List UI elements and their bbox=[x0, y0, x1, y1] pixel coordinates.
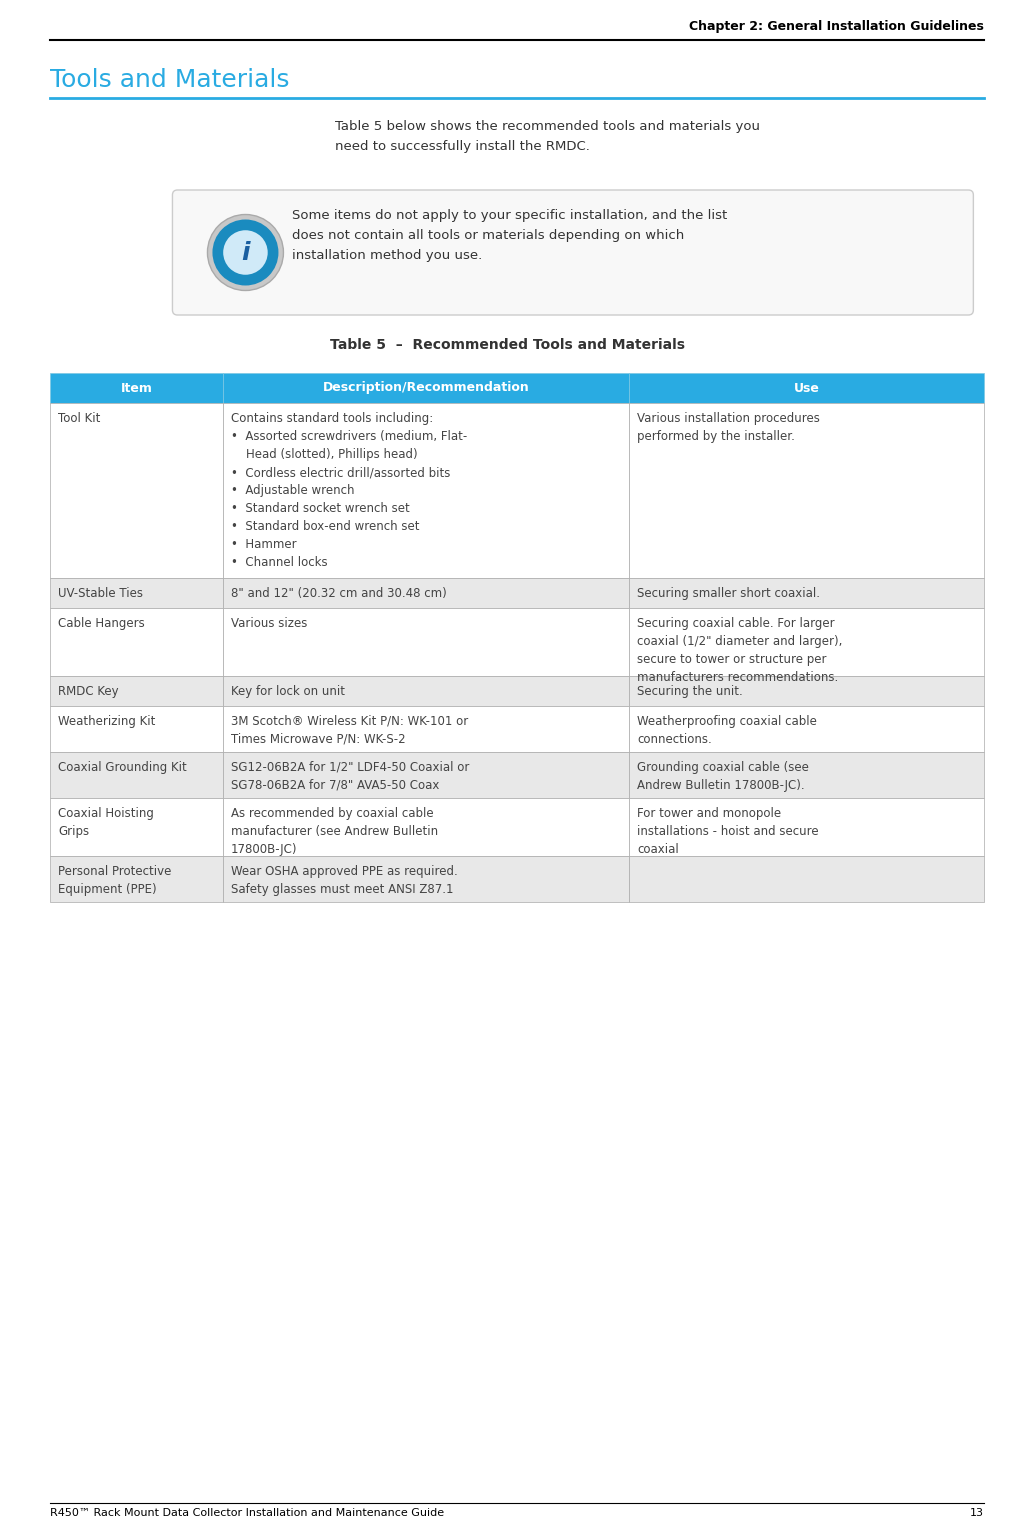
Bar bbox=[629, 374, 984, 403]
Bar bbox=[629, 579, 984, 608]
Bar bbox=[223, 403, 629, 579]
FancyBboxPatch shape bbox=[172, 190, 973, 315]
Circle shape bbox=[208, 214, 284, 291]
Text: Securing coaxial cable. For larger
coaxial (1/2" diameter and larger),
secure to: Securing coaxial cable. For larger coaxi… bbox=[637, 617, 843, 684]
Text: Tools and Materials: Tools and Materials bbox=[50, 67, 290, 92]
Text: Weatherproofing coaxial cable
connections.: Weatherproofing coaxial cable connection… bbox=[637, 715, 817, 746]
Bar bbox=[50, 579, 223, 608]
Text: Securing the unit.: Securing the unit. bbox=[637, 684, 743, 698]
Bar bbox=[223, 677, 629, 706]
Text: i: i bbox=[241, 242, 249, 265]
Bar bbox=[629, 798, 984, 856]
Text: Description/Recommendation: Description/Recommendation bbox=[322, 381, 529, 395]
Text: Coaxial Grounding Kit: Coaxial Grounding Kit bbox=[58, 761, 187, 775]
Text: SG12-06B2A for 1/2" LDF4-50 Coaxial or
SG78-06B2A for 7/8" AVA5-50 Coax: SG12-06B2A for 1/2" LDF4-50 Coaxial or S… bbox=[231, 761, 469, 792]
Bar bbox=[223, 856, 629, 902]
Text: Coaxial Hoisting
Grips: Coaxial Hoisting Grips bbox=[58, 807, 154, 837]
Bar bbox=[629, 608, 984, 677]
Text: RMDC Key: RMDC Key bbox=[58, 684, 119, 698]
Text: Use: Use bbox=[794, 381, 819, 395]
Text: 8" and 12" (20.32 cm and 30.48 cm): 8" and 12" (20.32 cm and 30.48 cm) bbox=[231, 586, 446, 600]
Text: UV-Stable Ties: UV-Stable Ties bbox=[58, 586, 143, 600]
Bar bbox=[223, 798, 629, 856]
Text: Cable Hangers: Cable Hangers bbox=[58, 617, 145, 629]
Bar bbox=[629, 752, 984, 798]
Bar bbox=[50, 374, 223, 403]
Text: Table 5 below shows the recommended tools and materials you
need to successfully: Table 5 below shows the recommended tool… bbox=[335, 119, 759, 153]
Text: Table 5  –  Recommended Tools and Materials: Table 5 – Recommended Tools and Material… bbox=[330, 338, 684, 352]
Bar bbox=[629, 706, 984, 752]
Bar bbox=[629, 856, 984, 902]
Bar bbox=[50, 403, 223, 579]
Text: Securing smaller short coaxial.: Securing smaller short coaxial. bbox=[637, 586, 820, 600]
Bar bbox=[223, 579, 629, 608]
Text: 3M Scotch® Wireless Kit P/N: WK-101 or
Times Microwave P/N: WK-S-2: 3M Scotch® Wireless Kit P/N: WK-101 or T… bbox=[231, 715, 468, 746]
Text: Contains standard tools including:
•  Assorted screwdrivers (medium, Flat-
    H: Contains standard tools including: • Ass… bbox=[231, 412, 467, 570]
Bar bbox=[50, 752, 223, 798]
Text: Weatherizing Kit: Weatherizing Kit bbox=[58, 715, 155, 729]
Bar bbox=[629, 677, 984, 706]
Text: 13: 13 bbox=[970, 1508, 984, 1519]
Text: Item: Item bbox=[121, 381, 152, 395]
Text: For tower and monopole
installations - hoist and secure
coaxial: For tower and monopole installations - h… bbox=[637, 807, 818, 856]
Text: Various installation procedures
performed by the installer.: Various installation procedures performe… bbox=[637, 412, 820, 442]
Circle shape bbox=[213, 219, 279, 285]
Text: Tool Kit: Tool Kit bbox=[58, 412, 100, 426]
Bar bbox=[50, 706, 223, 752]
Text: Key for lock on unit: Key for lock on unit bbox=[231, 684, 345, 698]
Bar bbox=[223, 706, 629, 752]
Bar bbox=[50, 677, 223, 706]
Bar bbox=[50, 608, 223, 677]
Bar bbox=[223, 752, 629, 798]
Text: Chapter 2: General Installation Guidelines: Chapter 2: General Installation Guidelin… bbox=[690, 20, 984, 34]
Text: R450™ Rack Mount Data Collector Installation and Maintenance Guide: R450™ Rack Mount Data Collector Installa… bbox=[50, 1508, 444, 1519]
Text: Various sizes: Various sizes bbox=[231, 617, 307, 629]
Text: Personal Protective
Equipment (PPE): Personal Protective Equipment (PPE) bbox=[58, 865, 171, 896]
Bar bbox=[50, 798, 223, 856]
Circle shape bbox=[221, 228, 270, 277]
Bar bbox=[50, 856, 223, 902]
Text: Wear OSHA approved PPE as required.
Safety glasses must meet ANSI Z87.1: Wear OSHA approved PPE as required. Safe… bbox=[231, 865, 457, 896]
Text: Some items do not apply to your specific installation, and the list
does not con: Some items do not apply to your specific… bbox=[292, 210, 728, 262]
Bar bbox=[223, 374, 629, 403]
Bar bbox=[629, 403, 984, 579]
Text: As recommended by coaxial cable
manufacturer (see Andrew Bulletin
17800B-JC): As recommended by coaxial cable manufact… bbox=[231, 807, 438, 856]
Text: Grounding coaxial cable (see
Andrew Bulletin 17800B-JC).: Grounding coaxial cable (see Andrew Bull… bbox=[637, 761, 809, 792]
Bar bbox=[223, 608, 629, 677]
